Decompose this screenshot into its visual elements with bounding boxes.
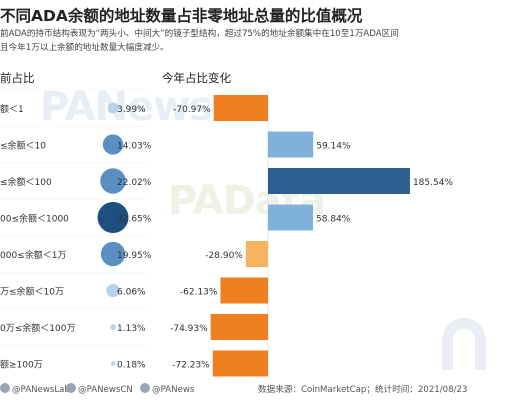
social-icon — [0, 383, 10, 393]
category-label: ≤余额＜100 — [0, 176, 52, 188]
change-bar — [245, 241, 268, 267]
category-label: 额＜1 — [0, 103, 24, 115]
footer-source: 数据来源：CoinMarketCap；统计时间：2021/08/23 — [258, 385, 468, 395]
share-value-label: 14.03% — [117, 142, 152, 152]
subtitle-line-2: 且今年1万以上余额的地址数量大幅度减少。 — [0, 43, 169, 53]
share-value-label: 3.99% — [117, 105, 146, 115]
watermark-logo-icon — [442, 318, 486, 370]
social-icon — [66, 383, 76, 393]
change-value-label: -72.23% — [172, 361, 210, 371]
share-bubble — [107, 102, 119, 114]
change-bar — [268, 131, 314, 158]
share-bubble — [97, 202, 129, 233]
category-label: 00≤余额＜1000 — [0, 213, 69, 225]
category-label: 额≥100万 — [0, 359, 43, 371]
share-value-label: 32.65% — [117, 215, 152, 225]
section-title-change: 今年占比变化 — [162, 71, 231, 85]
footer: @PANewsLab @PANewsCN @PANews 数据来源：CoinMa… — [0, 383, 520, 397]
category-label: ≤余额＜10 — [0, 140, 46, 152]
change-value-label: -70.97% — [173, 105, 211, 115]
category-label: 000≤余额＜1万 — [0, 249, 66, 261]
change-value-label: 59.14% — [316, 142, 351, 152]
share-bubble — [100, 241, 126, 267]
share-bubble — [110, 324, 116, 330]
share-bubble — [110, 361, 116, 366]
watermark-panews: PANews — [40, 84, 213, 130]
section-title-share: 前占比 — [0, 71, 35, 85]
category-label: 万≤余额＜10万 — [0, 286, 64, 298]
footer-handle-cn-text: @PANewsCN — [78, 385, 133, 395]
share-value-label: 1.13% — [117, 324, 146, 334]
share-bubble — [100, 168, 126, 194]
change-bar — [220, 277, 268, 304]
change-value-label: 185.54% — [413, 178, 453, 188]
footer-handle-lab-text: @PANewsLab — [12, 385, 70, 395]
change-bar — [213, 95, 268, 121]
change-bar — [268, 204, 314, 231]
share-value-label: 6.06% — [117, 288, 146, 298]
share-value-label: 19.95% — [117, 251, 152, 261]
change-value-label: -74.93% — [170, 324, 208, 334]
weibo-icon — [140, 383, 150, 393]
footer-handle-weibo: @PANews — [140, 383, 194, 395]
footer-handle-lab: @PANewsLab — [0, 383, 70, 395]
category-label: 0万≤余额＜100万 — [0, 322, 75, 334]
share-value-label: 0.18% — [117, 361, 146, 371]
change-bar — [268, 168, 410, 194]
footer-handle-weibo-text: @PANews — [152, 385, 195, 395]
change-value-label: -28.90% — [205, 251, 243, 261]
share-value-label: 22.02% — [117, 178, 152, 188]
change-bar — [210, 314, 268, 340]
chart-area: 额＜1 3.99% ≤余额＜10 14.03% ≤余额＜100 22.02% 00≤余额＜1… — [0, 89, 453, 380]
footer-handle-cn: @PANewsCN — [66, 383, 133, 395]
share-bubble — [106, 283, 120, 298]
change-value-label: 58.84% — [316, 215, 351, 225]
subtitle-line-1: 前ADA的持币结构表现为“两头小、中间大”的镜子型结构，超过75%的地址余额集中… — [0, 29, 399, 39]
change-bar — [212, 350, 268, 377]
change-value-label: -62.13% — [180, 288, 218, 298]
page-title: 不同ADA余额的地址数量占非零地址总量的比值概况 — [0, 7, 363, 25]
page-subtitle: 前ADA的持币结构表现为“两头小、中间大”的镜子型结构，超过75%的地址余额集中… — [0, 27, 470, 55]
share-bubble — [102, 134, 124, 155]
